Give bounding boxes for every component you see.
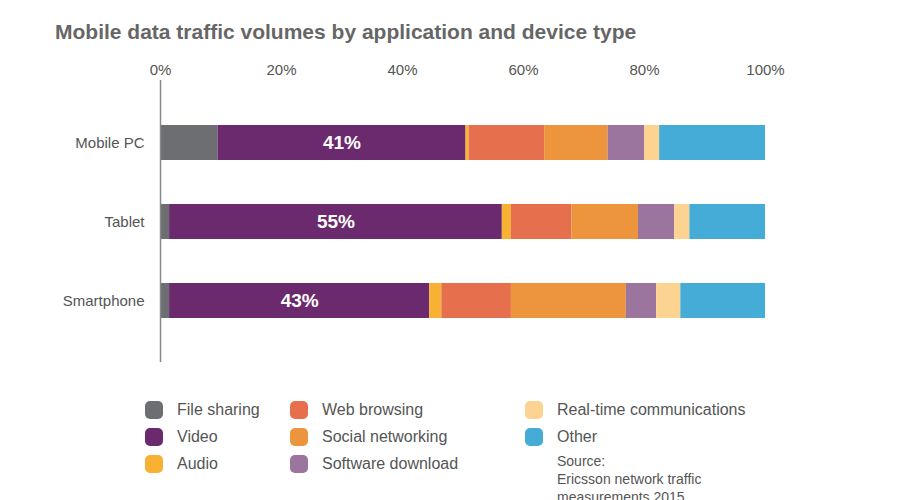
html-text:Social networking: Social networking [322,427,448,445]
html-text:Video: Video [177,427,218,445]
svg-text:40%: 40% [387,61,417,78]
svg-text:43%: 43% [281,290,319,311]
svg-text:41%: 41% [323,132,361,153]
svg-text:Tablet: Tablet [104,213,145,230]
svg-text:100%: 100% [746,61,784,78]
svg-text:0%: 0% [150,61,172,78]
html-text:Real-time communications: Real-time communications [557,400,746,418]
html-text:Mobile data traffic volumes by: Mobile data traffic volumes by applicati… [55,20,637,43]
svg-text:60%: 60% [508,61,538,78]
svg-text:55%: 55% [317,211,355,232]
svg-text:Mobile PC: Mobile PC [75,134,144,151]
svg-text:20%: 20% [266,61,296,78]
svg-text:Smartphone: Smartphone [63,292,145,309]
html-text:Other: Other [557,427,597,445]
html-text:Audio: Audio [177,454,218,472]
svg-text:80%: 80% [629,61,659,78]
html-text:Web browsing: Web browsing [322,400,424,418]
html-text:Software download: Software download [322,454,459,472]
html-text:Source:: Source: [557,453,606,469]
html-text:File sharing: File sharing [177,400,260,418]
